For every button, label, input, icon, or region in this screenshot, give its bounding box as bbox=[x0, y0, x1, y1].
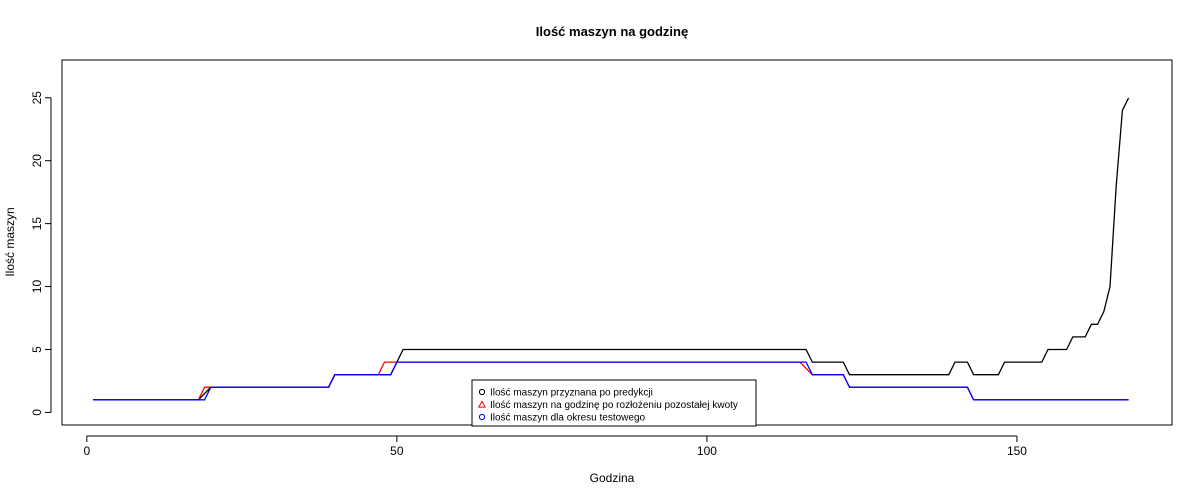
x-tick-label: 0 bbox=[83, 444, 90, 458]
legend-marker-3 bbox=[478, 413, 486, 421]
chart-title: Ilość maszyn na godzinę bbox=[536, 24, 688, 39]
x-tick-label: 150 bbox=[1007, 444, 1027, 458]
x-axis-label: Godzina bbox=[590, 471, 635, 485]
series-line-3 bbox=[93, 361, 1129, 401]
y-tick-label: 10 bbox=[30, 280, 44, 294]
x-tick-label: 100 bbox=[697, 444, 717, 458]
x-tick-label: 50 bbox=[390, 444, 404, 458]
y-tick-label: 0 bbox=[30, 409, 44, 416]
series-line-1 bbox=[93, 97, 1130, 401]
series-layer bbox=[93, 97, 1130, 401]
legend-box bbox=[471, 379, 757, 427]
x-axis: 0 50 100 150 bbox=[83, 435, 1027, 458]
legend-label-3: Ilość maszyn dla okresu testowego bbox=[490, 413, 646, 424]
y-tick-label: 20 bbox=[30, 154, 44, 168]
y-tick-label: 25 bbox=[30, 91, 44, 105]
legend-label-2: Ilość maszyn na godzinę po rozłożeniu po… bbox=[490, 400, 738, 411]
legend-marker-2 bbox=[477, 400, 487, 408]
plot-frame bbox=[61, 59, 1173, 426]
y-tick-label: 15 bbox=[30, 217, 44, 231]
y-tick-label: 5 bbox=[30, 346, 44, 353]
legend-marker-1 bbox=[478, 388, 486, 396]
y-axis: 0 5 10 15 20 25 bbox=[30, 91, 52, 416]
y-axis-label: Ilość maszyn bbox=[3, 207, 17, 276]
legend: Ilość maszyn przyznana po predykcjiIlość… bbox=[471, 379, 757, 427]
legend-label-1: Ilość maszyn przyznana po predykcji bbox=[490, 388, 653, 399]
